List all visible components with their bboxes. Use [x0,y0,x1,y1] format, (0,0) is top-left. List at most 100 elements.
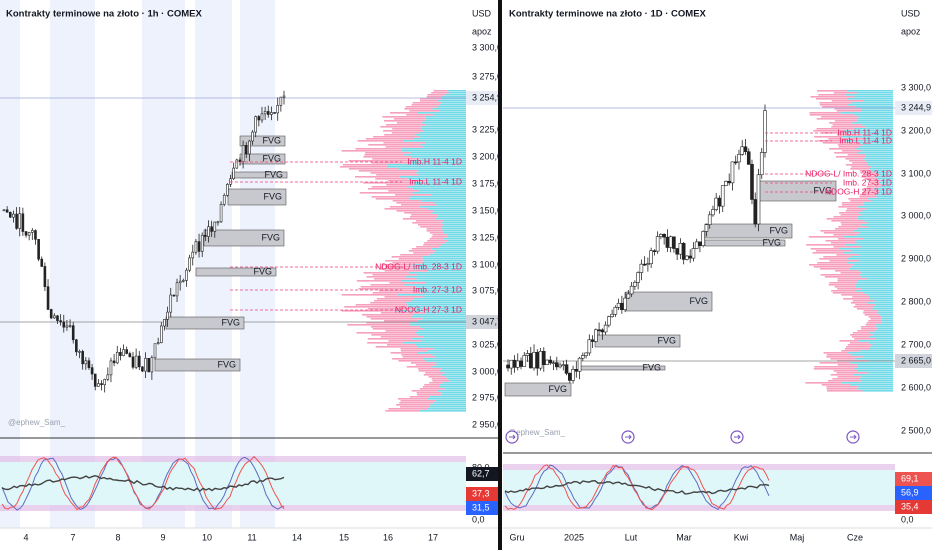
osc-ob [0,456,466,462]
candle-body [141,366,144,372]
candle-body [649,250,653,265]
volume-bar [412,102,442,104]
volume-bar [384,208,427,210]
candle-body [574,368,579,372]
candle-body [577,357,582,372]
osc-os [0,505,466,511]
volume-bar [862,390,893,392]
volume-bar [841,382,893,384]
volume-bar [411,248,432,250]
volume-bar [437,214,466,216]
volume-bar [422,260,466,262]
volume-bar [439,384,466,386]
volume-bar [854,358,893,360]
fvg-label: FVG [689,296,708,306]
fvg-label: FVG [217,359,236,369]
price-tick: 2 800,0 [901,296,931,306]
volume-bar [396,202,435,204]
volume-bar [862,210,893,212]
volume-bar [833,370,857,372]
volume-bar [819,102,852,104]
volume-bar [854,114,893,116]
volume-bar [441,96,466,98]
volume-bar [858,116,893,118]
volume-bar [847,262,893,264]
annotation: Imb.L 11-4 1D [839,135,892,145]
volume-bar [418,334,466,336]
chart-title: Kontrakty terminowe na złoto · 1D · COME… [509,9,707,20]
volume-bar [363,182,411,184]
volume-bar [414,134,466,136]
candle-body [84,360,88,365]
candle-body [607,316,611,326]
fvg-box [154,358,241,372]
event-icon-arrow [509,434,516,440]
volume-bar [442,382,466,384]
volume-bar [833,234,857,236]
volume-bar [412,192,466,194]
osc-line [504,479,770,495]
volume-bar [447,378,466,380]
candle-body [681,243,686,260]
volume-bar [375,178,408,180]
volume-bar [427,398,466,400]
volume-bar [447,236,466,238]
volume-bar [858,228,893,230]
volume-bar [424,242,445,244]
volume-bar [876,196,893,198]
candle-body [122,349,125,356]
volume-bar [431,378,448,380]
volume-bar [844,348,870,350]
candle-body [753,199,758,225]
volume-bar [402,218,436,220]
candle-body [188,257,191,271]
volume-bar [852,162,867,164]
volume-bar [817,90,848,92]
volume-bar [412,222,441,224]
candle-body [506,364,510,369]
volume-bar [427,350,466,352]
volume-bar [427,240,449,242]
volume-bar [839,212,859,214]
volume-bar [862,238,893,240]
volume-bar [436,364,466,366]
time-label: 9 [160,532,165,542]
candle-body [522,355,527,367]
time-label: 11 [247,532,256,542]
candle-body [216,221,220,224]
volume-bar [419,158,466,160]
volume-bar [341,150,402,152]
fvg-label: FVG [548,384,567,394]
volume-bar [400,348,434,350]
volume-bar [858,212,893,214]
volume-bar [439,370,466,372]
volume-bar [853,374,893,376]
candle-body [254,116,257,133]
volume-bar [404,108,433,110]
candle-body [636,272,640,283]
volume-bar [422,296,466,298]
volume-bar [856,148,893,150]
volume-bar [844,252,893,254]
volume-bar [837,238,863,240]
volume-bar [864,178,877,180]
candle-body [662,234,666,238]
volume-bar [848,198,869,200]
candle-body [15,213,18,229]
volume-bar [834,286,856,288]
volume-bar [422,258,466,260]
volume-bar [845,94,893,96]
volume-bar [875,176,893,178]
candle-body [40,258,44,267]
volume-bar [856,218,893,220]
volume-bar [401,204,437,206]
volume-bar [367,342,403,344]
fvg-box [704,239,786,247]
volume-bar [809,112,841,114]
volume-bar [825,240,855,242]
volume-bar [858,146,893,148]
volume-bar [852,300,875,302]
volume-bar [378,290,418,292]
volume-bar [375,346,418,348]
fvg-label: FVG [221,317,240,327]
